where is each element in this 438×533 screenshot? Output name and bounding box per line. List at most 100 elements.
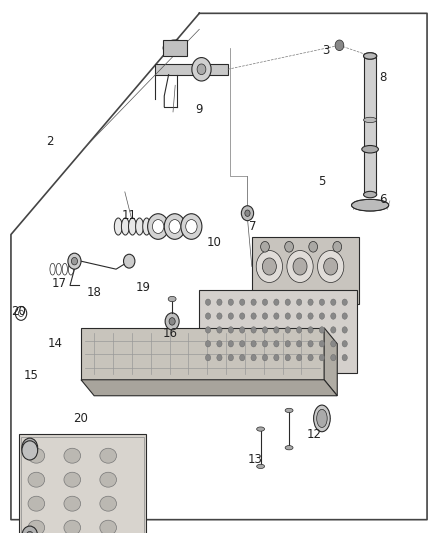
Text: 12: 12 xyxy=(307,428,322,441)
Circle shape xyxy=(205,341,211,347)
Circle shape xyxy=(342,327,347,333)
Circle shape xyxy=(297,299,302,305)
Ellipse shape xyxy=(136,218,144,235)
Ellipse shape xyxy=(128,218,136,235)
Polygon shape xyxy=(19,434,146,533)
Ellipse shape xyxy=(257,427,265,431)
Circle shape xyxy=(318,251,344,282)
Ellipse shape xyxy=(28,448,45,463)
Circle shape xyxy=(309,241,318,252)
Circle shape xyxy=(228,327,233,333)
Text: 2: 2 xyxy=(46,135,54,148)
Circle shape xyxy=(342,341,347,347)
Circle shape xyxy=(217,313,222,319)
Ellipse shape xyxy=(100,520,117,533)
Text: 10: 10 xyxy=(206,236,221,249)
Ellipse shape xyxy=(100,472,117,487)
Ellipse shape xyxy=(285,446,293,450)
Circle shape xyxy=(217,299,222,305)
Text: 15: 15 xyxy=(24,369,39,382)
Ellipse shape xyxy=(64,496,81,511)
Text: 20: 20 xyxy=(11,305,26,318)
Ellipse shape xyxy=(114,218,122,235)
Circle shape xyxy=(319,341,325,347)
Circle shape xyxy=(256,251,283,282)
Polygon shape xyxy=(252,237,359,304)
Circle shape xyxy=(186,220,197,233)
Circle shape xyxy=(342,354,347,361)
Circle shape xyxy=(251,299,256,305)
Circle shape xyxy=(324,258,338,275)
Circle shape xyxy=(287,251,313,282)
Circle shape xyxy=(262,354,268,361)
Circle shape xyxy=(22,441,38,460)
Ellipse shape xyxy=(100,496,117,511)
Ellipse shape xyxy=(163,40,187,56)
Ellipse shape xyxy=(100,448,117,463)
Circle shape xyxy=(251,341,256,347)
Polygon shape xyxy=(155,64,228,75)
Circle shape xyxy=(261,241,269,252)
Circle shape xyxy=(217,341,222,347)
Polygon shape xyxy=(324,328,337,395)
Circle shape xyxy=(285,241,293,252)
Ellipse shape xyxy=(64,520,81,533)
Circle shape xyxy=(169,220,180,233)
Ellipse shape xyxy=(28,472,45,487)
Circle shape xyxy=(262,327,268,333)
Text: 8: 8 xyxy=(380,71,387,84)
Circle shape xyxy=(71,257,78,265)
Ellipse shape xyxy=(364,53,377,59)
Circle shape xyxy=(262,258,276,275)
Ellipse shape xyxy=(364,191,377,198)
Circle shape xyxy=(274,341,279,347)
Circle shape xyxy=(331,327,336,333)
Text: 5: 5 xyxy=(318,175,325,188)
Ellipse shape xyxy=(64,448,81,463)
Polygon shape xyxy=(81,328,324,379)
Ellipse shape xyxy=(163,40,187,56)
Text: 3: 3 xyxy=(323,44,330,57)
Text: 16: 16 xyxy=(162,327,177,340)
Circle shape xyxy=(251,327,256,333)
Text: 6: 6 xyxy=(379,193,387,206)
Circle shape xyxy=(331,313,336,319)
Circle shape xyxy=(205,299,211,305)
Circle shape xyxy=(205,327,211,333)
Circle shape xyxy=(205,354,211,361)
Circle shape xyxy=(297,313,302,319)
Circle shape xyxy=(319,354,325,361)
Circle shape xyxy=(285,313,290,319)
Circle shape xyxy=(335,40,344,51)
Circle shape xyxy=(308,327,313,333)
Circle shape xyxy=(169,318,175,325)
Circle shape xyxy=(228,299,233,305)
Text: 13: 13 xyxy=(248,453,263,466)
Circle shape xyxy=(165,313,179,330)
Circle shape xyxy=(262,299,268,305)
Circle shape xyxy=(148,214,169,239)
Circle shape xyxy=(228,354,233,361)
Text: 17: 17 xyxy=(52,277,67,290)
Ellipse shape xyxy=(362,146,378,153)
Circle shape xyxy=(308,299,313,305)
Circle shape xyxy=(319,299,325,305)
Circle shape xyxy=(262,313,268,319)
Circle shape xyxy=(297,341,302,347)
Circle shape xyxy=(297,354,302,361)
Circle shape xyxy=(342,313,347,319)
Circle shape xyxy=(285,299,290,305)
Circle shape xyxy=(331,341,336,347)
Circle shape xyxy=(333,241,342,252)
Ellipse shape xyxy=(64,472,81,487)
Circle shape xyxy=(285,327,290,333)
Ellipse shape xyxy=(121,218,129,235)
Circle shape xyxy=(26,443,33,452)
Circle shape xyxy=(197,64,206,75)
Text: 19: 19 xyxy=(136,281,151,294)
Ellipse shape xyxy=(314,405,330,432)
Circle shape xyxy=(308,341,313,347)
Circle shape xyxy=(308,354,313,361)
Ellipse shape xyxy=(28,520,45,533)
Circle shape xyxy=(285,354,290,361)
